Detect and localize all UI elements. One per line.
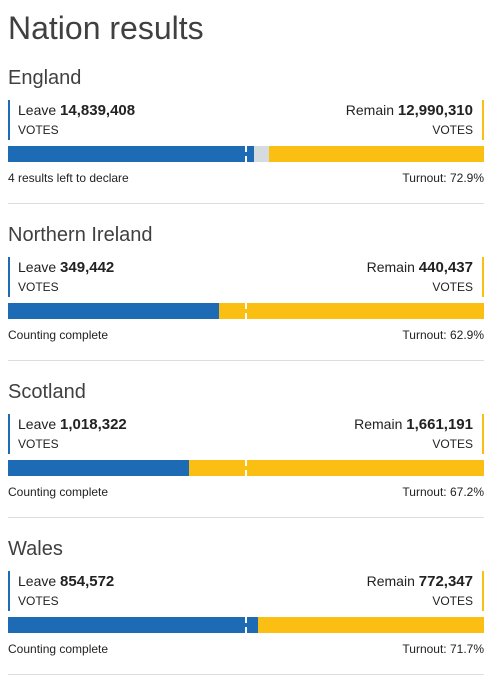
leave-total: Leave 1,018,322 VOTES bbox=[8, 414, 127, 454]
remain-bar-segment bbox=[219, 303, 484, 319]
remain-label: Remain bbox=[366, 259, 415, 275]
turnout: Turnout: 72.9% bbox=[402, 171, 484, 185]
remain-votes-label: VOTES bbox=[432, 594, 473, 608]
leave-votes-label: VOTES bbox=[18, 280, 59, 294]
leave-votes-label: VOTES bbox=[18, 594, 59, 608]
nation-result-scotland: Scotland Leave 1,018,322 VOTES Remain 1,… bbox=[8, 380, 484, 537]
leave-label: Leave bbox=[18, 573, 57, 589]
leave-vote-count: 1,018,322 bbox=[60, 416, 127, 433]
leave-total: Leave 349,442 VOTES bbox=[8, 257, 114, 297]
remain-bar-segment bbox=[189, 460, 484, 476]
leave-vote-count: 14,839,408 bbox=[60, 102, 136, 119]
divider bbox=[8, 203, 484, 204]
leave-vote-count: 349,442 bbox=[60, 259, 115, 276]
leave-vote-count: 854,572 bbox=[60, 573, 115, 590]
remain-total: Remain 1,661,191 VOTES bbox=[354, 414, 484, 454]
turnout: Turnout: 62.9% bbox=[402, 328, 484, 342]
remain-vote-count: 440,437 bbox=[418, 259, 473, 276]
majority-line bbox=[245, 617, 247, 633]
declaration-status: Counting complete bbox=[8, 642, 109, 656]
result-bar bbox=[8, 617, 484, 633]
leave-bar-segment bbox=[8, 617, 258, 633]
nation-name: Scotland bbox=[8, 381, 86, 403]
nation-result-northern-ireland: Northern Ireland Leave 349,442 VOTES Rem… bbox=[8, 223, 484, 380]
leave-bar-segment bbox=[8, 303, 219, 319]
remain-label: Remain bbox=[366, 573, 415, 589]
remain-label: Remain bbox=[354, 416, 403, 432]
leave-votes-label: VOTES bbox=[18, 437, 59, 451]
leave-label: Leave bbox=[18, 102, 57, 118]
majority-line bbox=[245, 303, 247, 319]
remain-vote-count: 772,347 bbox=[418, 573, 473, 590]
declaration-status: 4 results left to declare bbox=[8, 171, 129, 185]
declaration-status: Counting complete bbox=[8, 485, 109, 499]
divider bbox=[8, 360, 484, 361]
leave-bar-segment bbox=[8, 146, 254, 162]
majority-line bbox=[245, 146, 247, 162]
remain-total: Remain 772,347 VOTES bbox=[367, 571, 484, 611]
leave-bar-segment bbox=[8, 460, 189, 476]
turnout: Turnout: 71.7% bbox=[402, 642, 484, 656]
remain-bar-segment bbox=[269, 146, 484, 162]
page-title: Nation results bbox=[8, 10, 204, 46]
remain-bar-segment bbox=[258, 617, 484, 633]
remain-votes-label: VOTES bbox=[432, 280, 473, 294]
remain-label: Remain bbox=[345, 102, 395, 118]
remain-total: Remain 440,437 VOTES bbox=[367, 257, 484, 297]
remain-vote-count: 1,661,191 bbox=[406, 416, 473, 433]
majority-line bbox=[245, 460, 247, 476]
leave-label: Leave bbox=[18, 416, 57, 432]
leave-votes-label: VOTES bbox=[18, 123, 59, 137]
divider bbox=[8, 674, 484, 675]
nation-result-wales: Wales Leave 854,572 VOTES Remain 772,347… bbox=[8, 537, 484, 694]
leave-total: Leave 14,839,408 VOTES bbox=[8, 100, 135, 140]
nation-name: Northern Ireland bbox=[8, 224, 153, 246]
result-bar bbox=[8, 146, 484, 162]
leave-label: Leave bbox=[18, 259, 57, 275]
result-bar bbox=[8, 303, 484, 319]
leave-total: Leave 854,572 VOTES bbox=[8, 571, 114, 611]
remain-total: Remain 12,990,310 VOTES bbox=[346, 100, 484, 140]
remain-votes-label: VOTES bbox=[432, 123, 473, 137]
nation-name: Wales bbox=[8, 538, 63, 560]
nation-result-england: England Leave 14,839,408 VOTES Remain 12… bbox=[8, 66, 484, 223]
remain-vote-count: 12,990,310 bbox=[397, 102, 473, 119]
remain-votes-label: VOTES bbox=[432, 437, 473, 451]
result-bar bbox=[8, 460, 484, 476]
turnout: Turnout: 67.2% bbox=[402, 485, 484, 499]
nation-name: England bbox=[8, 67, 82, 89]
divider bbox=[8, 517, 484, 518]
declaration-status: Counting complete bbox=[8, 328, 109, 342]
